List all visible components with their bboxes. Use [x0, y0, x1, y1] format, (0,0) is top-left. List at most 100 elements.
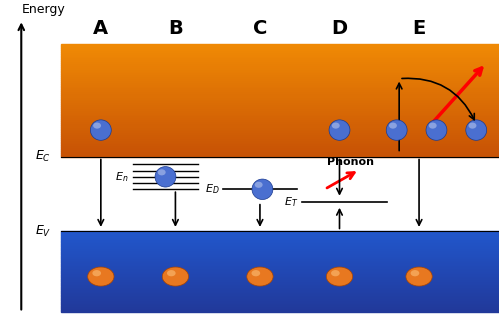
- Bar: [61, 303, 498, 304]
- Bar: [61, 244, 498, 245]
- Bar: [61, 91, 498, 93]
- Bar: [61, 279, 498, 280]
- Ellipse shape: [90, 120, 112, 140]
- Bar: [61, 242, 498, 244]
- Ellipse shape: [167, 270, 175, 276]
- Bar: [61, 248, 498, 249]
- Ellipse shape: [88, 267, 114, 286]
- Bar: [61, 99, 498, 100]
- Bar: [61, 130, 498, 132]
- Bar: [61, 74, 498, 76]
- Bar: [61, 238, 498, 239]
- Text: Phonon: Phonon: [327, 157, 374, 167]
- Bar: [61, 127, 498, 129]
- Bar: [61, 72, 498, 74]
- Text: $E_n$: $E_n$: [115, 170, 128, 184]
- Bar: [61, 140, 498, 142]
- Text: $E_T$: $E_T$: [284, 195, 298, 209]
- Bar: [61, 119, 498, 121]
- Bar: [61, 63, 498, 65]
- Bar: [61, 261, 498, 262]
- Bar: [61, 136, 498, 138]
- Text: A: A: [94, 19, 108, 38]
- Ellipse shape: [332, 123, 340, 129]
- Bar: [61, 299, 498, 300]
- Bar: [61, 270, 498, 272]
- Bar: [61, 257, 498, 258]
- Bar: [61, 295, 498, 296]
- Bar: [61, 268, 498, 269]
- Bar: [61, 258, 498, 260]
- Bar: [61, 296, 498, 298]
- Bar: [61, 110, 498, 112]
- Bar: [61, 260, 498, 261]
- Ellipse shape: [93, 123, 101, 129]
- Ellipse shape: [252, 179, 273, 199]
- Bar: [61, 123, 498, 125]
- Bar: [61, 285, 498, 287]
- Ellipse shape: [252, 270, 260, 276]
- Bar: [61, 265, 498, 267]
- Bar: [61, 147, 498, 149]
- Bar: [61, 311, 498, 312]
- Ellipse shape: [326, 267, 352, 286]
- Ellipse shape: [155, 167, 176, 187]
- Ellipse shape: [428, 123, 436, 129]
- Bar: [61, 246, 498, 248]
- Bar: [61, 52, 498, 54]
- Bar: [61, 277, 498, 279]
- Bar: [61, 236, 498, 237]
- Bar: [61, 132, 498, 134]
- Text: B: B: [168, 19, 183, 38]
- Bar: [61, 306, 498, 307]
- Bar: [61, 82, 498, 84]
- Bar: [61, 76, 498, 78]
- Bar: [61, 264, 498, 265]
- Ellipse shape: [386, 120, 407, 140]
- Bar: [61, 125, 498, 127]
- Bar: [61, 234, 498, 236]
- Bar: [61, 97, 498, 99]
- Bar: [61, 301, 498, 303]
- Bar: [61, 149, 498, 151]
- Bar: [61, 138, 498, 140]
- Ellipse shape: [426, 120, 447, 140]
- Bar: [61, 287, 498, 288]
- Bar: [61, 252, 498, 253]
- Bar: [61, 151, 498, 153]
- Bar: [61, 143, 498, 145]
- Bar: [61, 280, 498, 281]
- Bar: [61, 121, 498, 123]
- Bar: [61, 298, 498, 299]
- Ellipse shape: [162, 267, 188, 286]
- Bar: [61, 249, 498, 250]
- Bar: [61, 300, 498, 301]
- Bar: [61, 61, 498, 63]
- Bar: [61, 310, 498, 311]
- Bar: [61, 272, 498, 273]
- Text: D: D: [332, 19, 347, 38]
- Bar: [61, 117, 498, 119]
- Bar: [61, 89, 498, 91]
- Bar: [61, 48, 498, 50]
- Bar: [61, 56, 498, 58]
- Bar: [61, 262, 498, 264]
- Bar: [61, 116, 498, 117]
- Bar: [61, 50, 498, 52]
- Bar: [61, 108, 498, 110]
- Bar: [61, 269, 498, 270]
- Text: Energy: Energy: [22, 3, 65, 16]
- Bar: [61, 112, 498, 114]
- Bar: [61, 44, 498, 46]
- Ellipse shape: [410, 270, 420, 276]
- Bar: [61, 250, 498, 252]
- Ellipse shape: [331, 270, 340, 276]
- Bar: [61, 87, 498, 89]
- Ellipse shape: [468, 123, 476, 129]
- Bar: [61, 253, 498, 254]
- Ellipse shape: [158, 169, 166, 175]
- Bar: [61, 65, 498, 67]
- Bar: [61, 256, 498, 257]
- Ellipse shape: [406, 267, 432, 286]
- Ellipse shape: [92, 270, 101, 276]
